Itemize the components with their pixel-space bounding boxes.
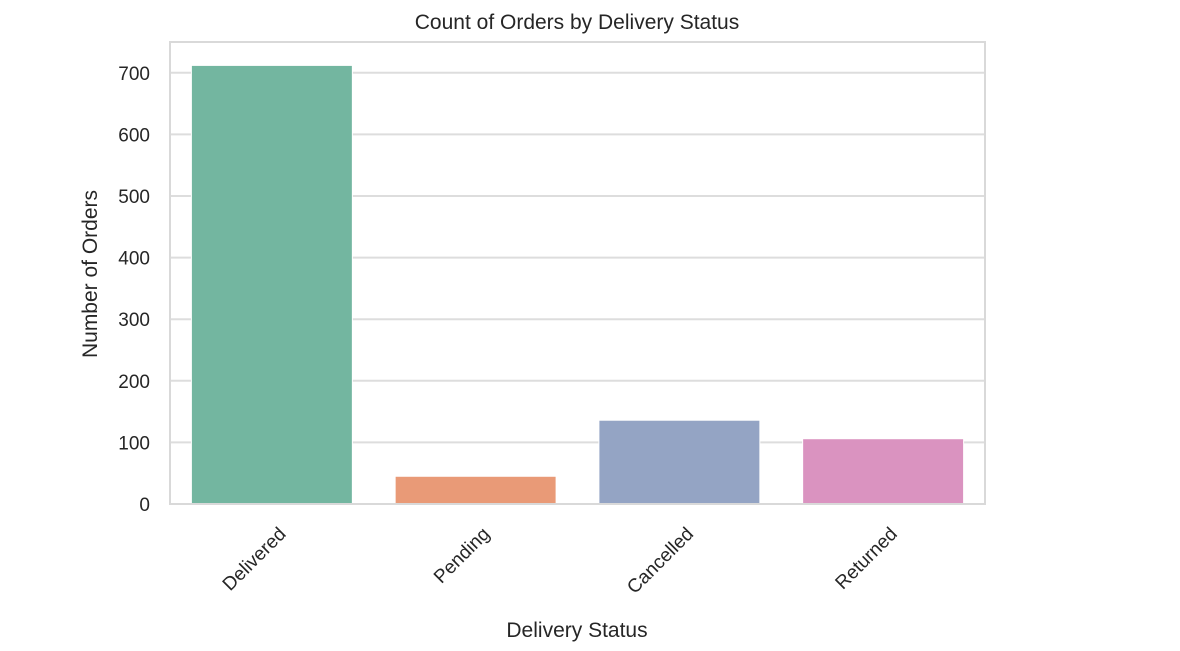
y-tick-label: 500	[118, 187, 150, 208]
bar-delivered	[190, 64, 353, 505]
y-tick-label: 300	[118, 310, 150, 331]
y-tick-label: 700	[118, 64, 150, 85]
bar-cancelled	[598, 419, 761, 505]
y-tick-label: 0	[139, 495, 150, 516]
x-tick-label: Delivered	[219, 524, 291, 596]
chart-title: Count of Orders by Delivery Status	[415, 11, 739, 34]
y-axis-label: Number of Orders	[79, 190, 102, 358]
y-tick-label: 200	[118, 372, 150, 393]
y-tick-label: 400	[118, 249, 150, 270]
plot-area	[169, 41, 986, 505]
y-axis-ticks: 0 100 200 300 400 500 600 700	[118, 64, 150, 516]
y-tick-label: 600	[118, 125, 150, 146]
y-tick-label: 100	[118, 433, 150, 454]
x-tick-label: Cancelled	[623, 524, 698, 599]
bar-pending	[394, 475, 557, 505]
x-tick-label: Pending	[430, 524, 494, 588]
x-axis-label: Delivery Status	[506, 619, 647, 642]
x-axis-ticks: Delivered Pending Cancelled Returned	[219, 524, 902, 599]
bars	[190, 64, 965, 505]
x-tick-label: Returned	[832, 524, 902, 594]
bar-returned	[802, 438, 965, 505]
